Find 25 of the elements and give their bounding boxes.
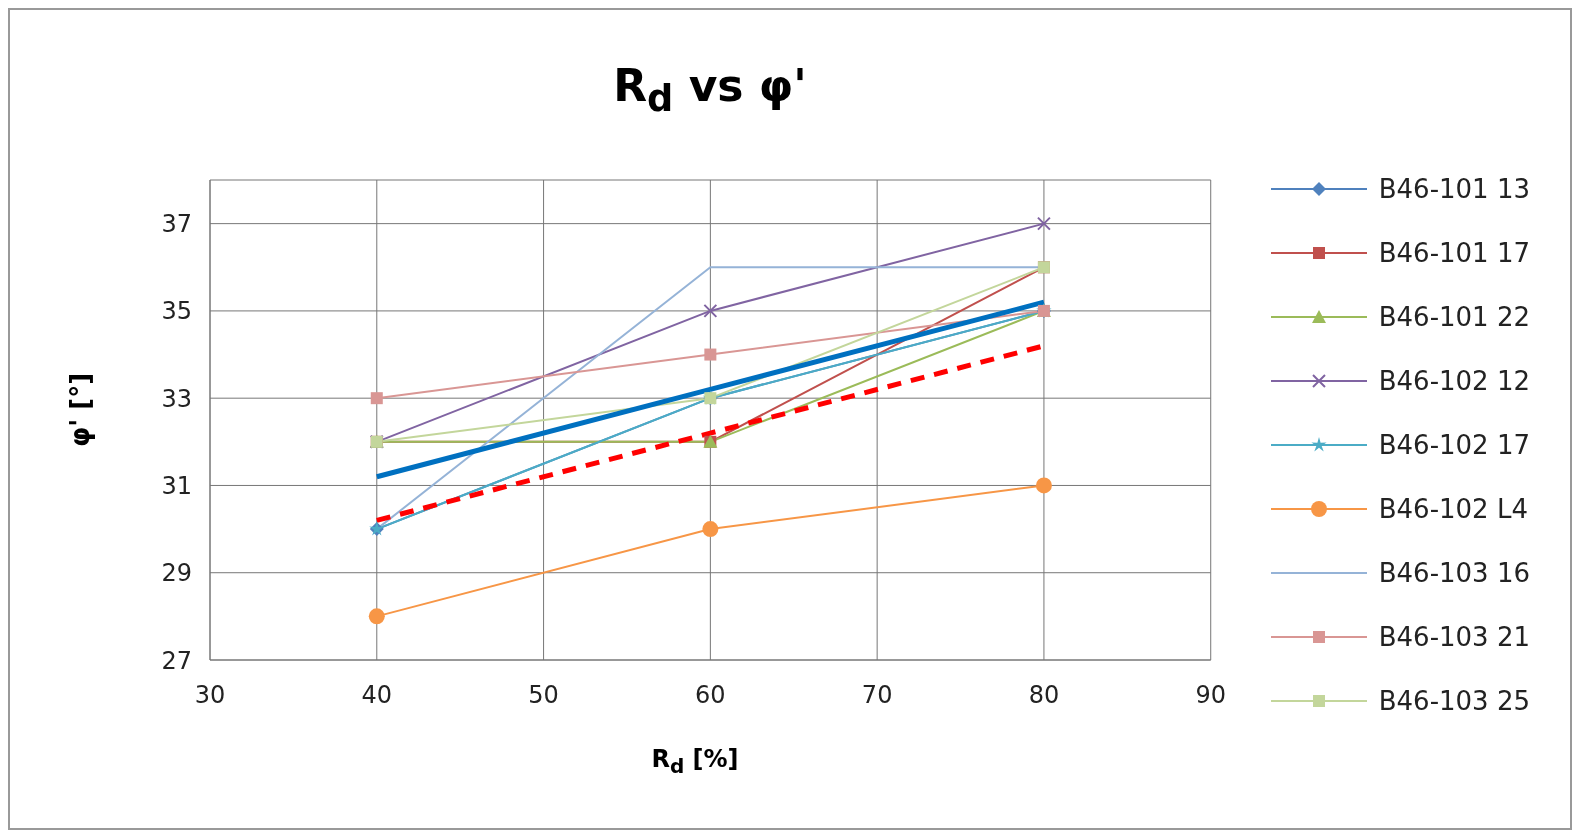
legend-label: B46-102 12	[1378, 366, 1530, 396]
x-axis-title: R$_{d}$ [%]	[650, 745, 740, 778]
y-tick-label: 33	[161, 384, 192, 413]
y-tick-label: 31	[161, 471, 192, 500]
legend-label: B46-103 21	[1378, 622, 1530, 652]
chart-title: R$_{d}$ vs φ'	[612, 60, 808, 120]
x-tick-label: 70	[861, 681, 893, 710]
legend-label: B46-101 17	[1378, 238, 1530, 268]
x-tick-label: 90	[1195, 681, 1226, 710]
legend-label: B46-102 17	[1378, 430, 1530, 460]
y-tick-label: 35	[161, 297, 192, 326]
x-tick-label: 40	[361, 681, 393, 710]
x-tick-label: 50	[528, 681, 559, 710]
legend-label: B46-101 13	[1378, 174, 1530, 204]
y-tick-label: 27	[161, 646, 192, 675]
y-axis-title: φ' [°]	[65, 372, 95, 448]
legend-label: B46-103 16	[1378, 558, 1530, 588]
x-tick-label: 80	[1028, 681, 1060, 710]
x-tick-label: 60	[695, 681, 726, 710]
y-tick-label: 37	[161, 210, 192, 239]
legend-label: B46-102 L4	[1378, 494, 1528, 524]
legend-label: B46-101 22	[1378, 302, 1530, 332]
y-tick-label: 29	[161, 559, 192, 588]
x-tick-label: 30	[194, 681, 226, 710]
legend-label: B46-103 25	[1378, 686, 1530, 716]
